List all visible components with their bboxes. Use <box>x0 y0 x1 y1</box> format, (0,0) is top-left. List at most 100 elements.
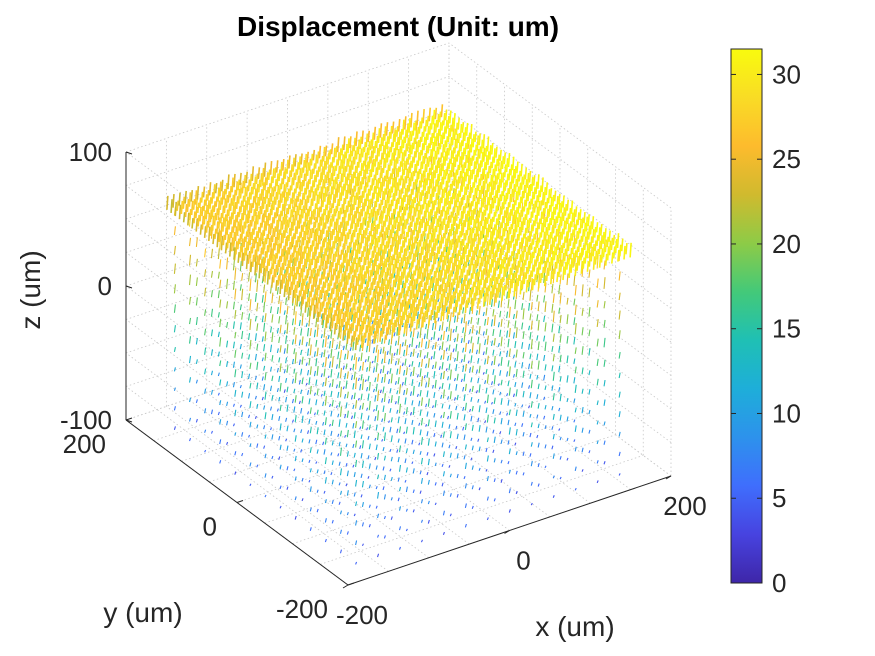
quiver-arrow <box>460 152 464 165</box>
quiver-arrow <box>334 275 338 289</box>
quiver-arrow <box>279 444 282 450</box>
quiver-arrow <box>316 427 319 435</box>
quiver-arrow <box>573 298 576 306</box>
quiver-arrow <box>508 427 511 435</box>
quiver-arrow <box>359 195 362 209</box>
quiver-arrow <box>384 214 387 227</box>
quiver-arrow <box>419 409 422 416</box>
quiver-arrow <box>372 367 375 373</box>
quiver-arrow <box>495 146 498 158</box>
quiver-arrow <box>286 404 289 412</box>
quiver-arrow <box>425 288 428 304</box>
quiver-arrow <box>173 263 176 274</box>
quiver-arrow <box>347 228 351 240</box>
quiver-arrow <box>510 175 513 189</box>
quiver-arrow <box>328 293 332 305</box>
quiver-arrow <box>476 221 480 237</box>
quiver-arrow <box>207 200 210 215</box>
quiver-arrow <box>456 293 459 307</box>
quiver-arrow <box>331 156 334 168</box>
quiver-arrow <box>370 223 373 237</box>
quiver-arrow <box>342 209 346 223</box>
quiver-arrow <box>347 311 351 326</box>
quiver-arrow <box>500 356 503 366</box>
quiver-arrow <box>508 348 511 357</box>
chart-title: Displacement (Unit: um) <box>237 11 559 42</box>
quiver-arrow <box>553 246 557 261</box>
quiver-arrow <box>246 210 250 224</box>
quiver-arrow <box>422 196 426 210</box>
quiver-arrow <box>278 316 281 324</box>
quiver-arrow <box>362 317 366 330</box>
quiver-arrow <box>472 208 475 220</box>
quiver-arrow <box>449 391 452 400</box>
quiver-arrow <box>447 396 450 400</box>
quiver-arrow <box>484 204 488 216</box>
quiver-arrow <box>366 161 369 175</box>
quiver-arrow <box>398 365 402 375</box>
quiver-arrow <box>403 431 406 435</box>
quiver-arrow <box>460 210 463 224</box>
quiver-arrow <box>382 346 385 354</box>
quiver-arrow <box>533 200 537 213</box>
quiver-arrow <box>341 144 344 156</box>
quiver-arrow <box>324 457 327 465</box>
quiver-arrow <box>300 328 303 336</box>
quiver-arrow <box>574 384 577 393</box>
quiver-arrow <box>316 409 319 415</box>
quiver-arrow <box>302 230 306 246</box>
quiver-arrow <box>415 143 418 158</box>
quiver-arrow <box>402 194 405 208</box>
quiver-arrow <box>427 156 431 167</box>
quiver-arrow <box>318 206 321 218</box>
quiver-arrow <box>463 475 466 480</box>
quiver-arrow <box>249 246 253 259</box>
quiver-arrow <box>482 195 485 208</box>
colorbar-tick-label: 5 <box>772 483 786 513</box>
quiver-arrow <box>486 136 490 152</box>
quiver-arrow <box>474 144 478 156</box>
quiver-arrow <box>499 329 502 337</box>
quiver-arrow <box>538 232 542 243</box>
quiver-arrow <box>315 256 319 269</box>
quiver-arrow <box>404 458 407 464</box>
quiver-arrow <box>328 265 331 278</box>
quiver-arrow <box>323 470 326 475</box>
quiver-arrow <box>561 242 565 254</box>
quiver-arrow <box>297 261 300 275</box>
quiver-arrow <box>249 483 252 487</box>
quiver-arrow <box>366 321 370 333</box>
quiver-arrow <box>258 205 262 220</box>
quiver-arrow <box>271 434 274 440</box>
quiver-arrow <box>353 222 357 238</box>
quiver-arrow <box>241 432 244 437</box>
quiver-arrow <box>489 174 493 187</box>
quiver-arrow <box>375 362 378 373</box>
quiver-arrow <box>378 231 382 243</box>
quiver-arrow <box>350 415 354 420</box>
quiver-arrow <box>418 341 421 348</box>
quiver-arrow <box>535 206 539 222</box>
quiver-arrow <box>591 229 595 243</box>
quiver-arrow <box>504 192 508 205</box>
quiver-arrow <box>346 429 349 438</box>
quiver-arrow <box>418 266 422 279</box>
quiver-arrow <box>517 226 521 241</box>
quiver-arrow <box>540 211 543 225</box>
quiver-arrow <box>493 397 496 404</box>
quiver-arrow <box>383 199 387 214</box>
quiver-arrow <box>493 164 497 177</box>
quiver-arrow <box>478 289 482 304</box>
quiver-arrow <box>499 160 503 175</box>
quiver-arrow <box>532 246 536 259</box>
quiver-arrow <box>315 399 318 406</box>
quiver-arrow <box>232 361 235 368</box>
quiver-arrow <box>383 335 386 344</box>
quiver-arrow <box>276 173 279 187</box>
quiver-arrow <box>372 232 375 245</box>
quiver-arrow <box>397 438 400 443</box>
quiver-arrow <box>301 251 304 265</box>
quiver-arrow <box>383 393 386 403</box>
quiver-arrow <box>366 367 369 372</box>
quiver-arrow <box>429 294 433 307</box>
